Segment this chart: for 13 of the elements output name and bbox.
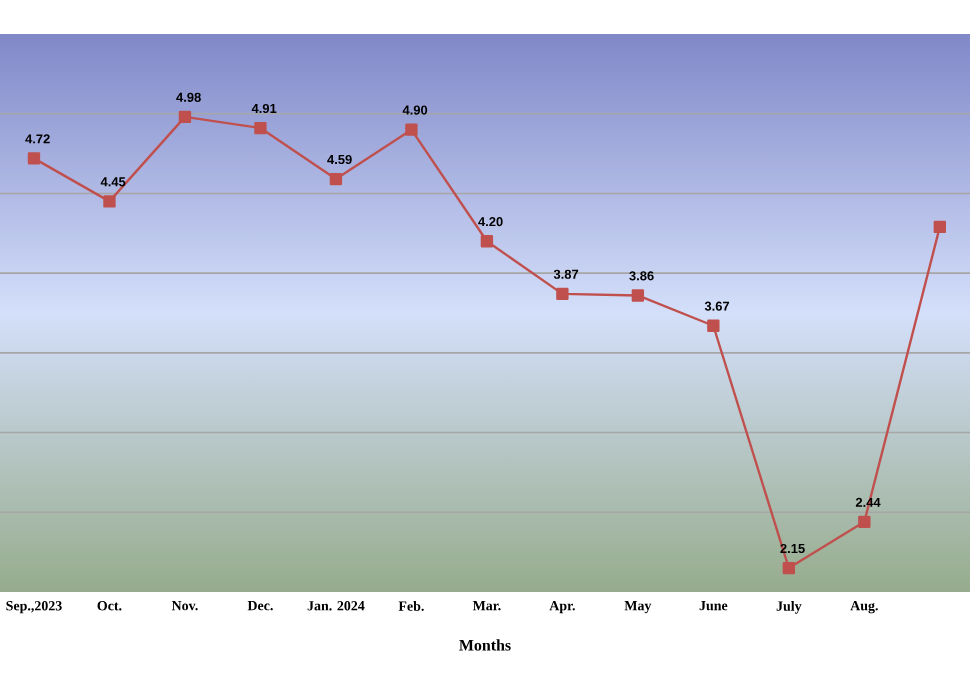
- point: [933, 220, 946, 234]
- point: [405, 123, 418, 136]
- point: [858, 515, 871, 529]
- point: [103, 195, 116, 208]
- point: [631, 289, 645, 302]
- point: [254, 121, 267, 135]
- point: [782, 561, 796, 575]
- point: [556, 287, 569, 301]
- point: [178, 110, 192, 124]
- point: [329, 172, 343, 186]
- point: [27, 152, 41, 165]
- point: [480, 235, 494, 248]
- point: [707, 319, 720, 332]
